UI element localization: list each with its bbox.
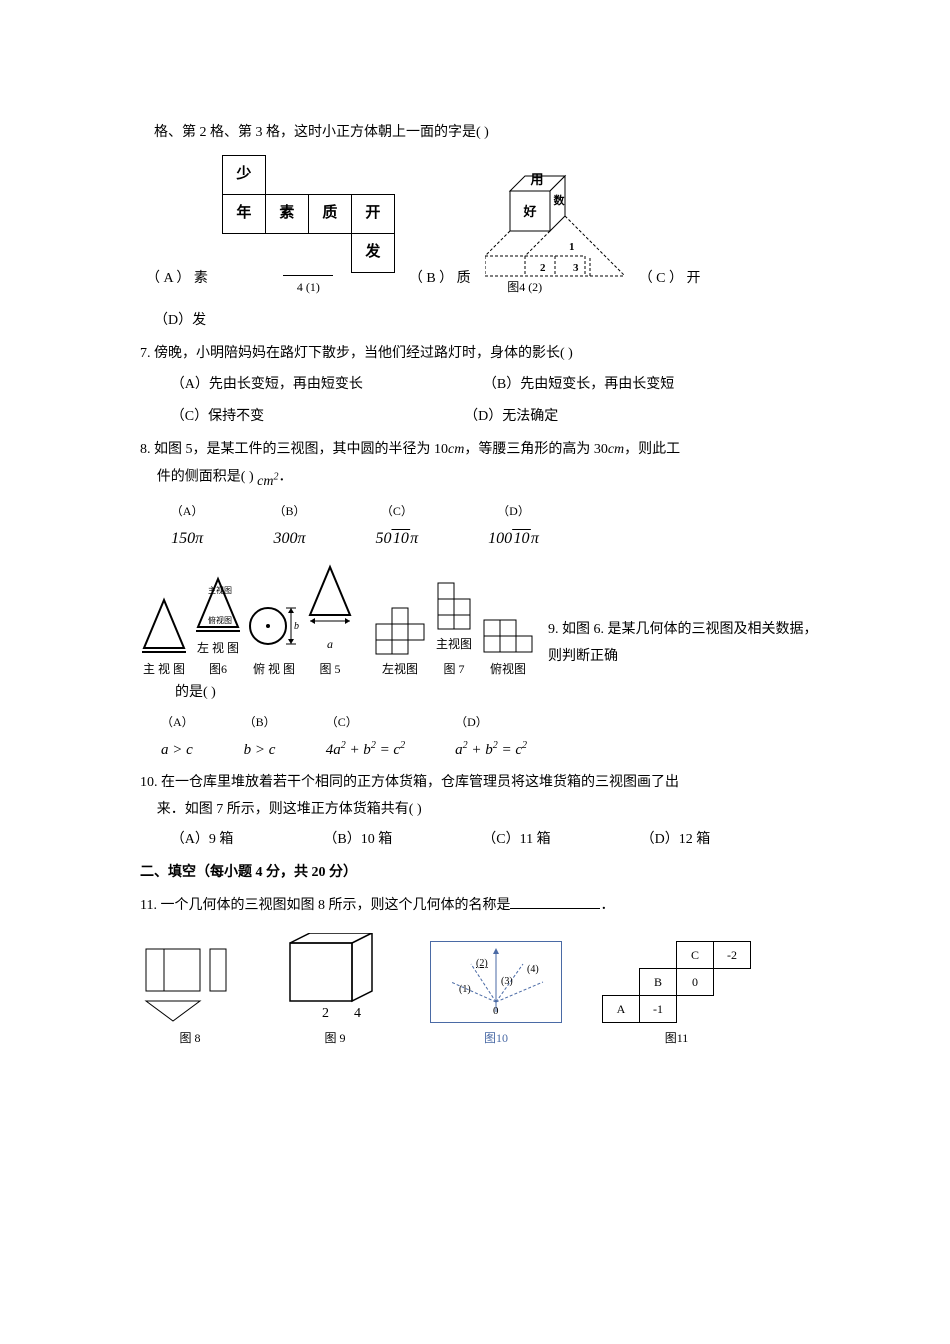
q8-opt-a: （A） 150π <box>171 500 204 555</box>
svg-text:4: 4 <box>354 1006 361 1021</box>
svg-text:用: 用 <box>529 172 543 187</box>
svg-text:2: 2 <box>540 262 546 274</box>
q6-opt-c: （ C ） 开 <box>633 266 707 299</box>
svg-text:3: 3 <box>573 262 579 274</box>
q6-opt-d: （D）发 <box>154 308 830 335</box>
q10-stem-2: 来．如图 7 所示，则这堆正方体货箱共有( ) <box>157 797 830 824</box>
q11-stem: 11. 一个几何体的三视图如图 8 所示，则这个几何体的名称是． <box>140 893 830 920</box>
svg-text:主视图: 主视图 <box>208 585 232 595</box>
q7-stem: 7. 傍晚，小明陪妈妈在路灯下散步，当他们经过路灯时，身体的影长( ) <box>140 341 830 368</box>
net-cell: 开 <box>351 194 394 233</box>
q9-opt-b: （B） b > c <box>244 711 276 764</box>
q10-stem-1: 10. 在一仓库里堆放着若干个相同的正方体货箱，仓库管理员将这堆货箱的三视图画了… <box>140 770 830 797</box>
q9-stem-2: 的是( ) <box>175 680 830 707</box>
q7-opt-b: （B）先由短变长，再由长变短 <box>483 372 674 399</box>
net-cell: 质 <box>308 194 351 233</box>
svg-text:b: b <box>294 621 299 632</box>
q10-opt-d: （D）12 箱 <box>641 827 711 854</box>
q9-opt-a: （A） a > c <box>161 711 194 764</box>
q7-opt-a: （A）先由长变短，再由短变长 <box>171 372 363 399</box>
q7-opt-d: （D）无法确定 <box>464 404 558 431</box>
q10-opt-a: （A）9 箱 <box>171 827 234 854</box>
cube-caption: 图4 (2) <box>507 276 542 299</box>
fig-11: C-2 B0 A-1 图11 <box>602 941 751 1050</box>
svg-text:(3): (3) <box>501 976 513 987</box>
svg-text:数: 数 <box>553 193 565 207</box>
q7-opt-c: （C）保持不变 <box>171 404 264 431</box>
q6-opt-b: （ B ） 质 <box>403 266 477 299</box>
fig-8: 图 8 <box>140 943 240 1050</box>
net-cell: 素 <box>265 194 308 233</box>
fig-10: (1) (2) (3) (4) 0 图10 <box>430 941 562 1050</box>
bottom-figures: 图 8 2 4 图 9 (1) (2) (3) <box>140 933 830 1050</box>
svg-text:(4): (4) <box>527 964 539 975</box>
net-cell: 年 <box>222 194 265 233</box>
svg-text:0: 0 <box>493 1005 499 1017</box>
net-cell: 发 <box>351 233 394 272</box>
svg-text:1: 1 <box>569 241 575 253</box>
q9-opt-c: （C） 4a2 + b2 = c2 <box>326 711 405 764</box>
net-caption: 4 (1) <box>283 275 333 299</box>
cube-grid-fig: 用 好 数 1 2 3 图4 (2) <box>485 164 625 299</box>
q8-stem-2: 件的侧面积是( ) cm2． <box>157 463 830 491</box>
q8-opt-d: （D） 100 10 π <box>488 500 539 555</box>
fig-5-6-7-row: 主 视 图 主视图 俯视图 左 视 图 图6 b 俯 视 <box>140 563 830 681</box>
svg-text:好: 好 <box>522 204 536 219</box>
svg-text:(2): (2) <box>476 958 488 969</box>
svg-text:2: 2 <box>322 1006 329 1021</box>
q6-lead: 格、第 2 格、第 3 格，这时小正方体朝上一面的字是( ) <box>154 120 830 147</box>
section-2-head: 二、填空（每小题 4 分，共 20 分） <box>140 860 830 887</box>
fig-9: 2 4 图 9 <box>280 933 390 1050</box>
q8-stem: 8. 如图 5，是某工件的三视图，其中圆的半径为 10cm，等腰三角形的高为 3… <box>140 437 830 464</box>
svg-text:俯视图: 俯视图 <box>208 615 232 625</box>
q10-opt-c: （C）11 箱 <box>482 827 550 854</box>
net-cell: 少 <box>222 155 265 194</box>
q10-opt-b: （B）10 箱 <box>323 827 392 854</box>
q9-stem: 9. 如图 6. 是某几何体的三视图及相关数据，则判断正确 <box>548 617 830 680</box>
q9-opt-d: （D） a2 + b2 = c2 <box>455 711 527 764</box>
svg-text:(1): (1) <box>459 984 471 995</box>
q6-opt-a: （ A ） 素 <box>140 266 214 299</box>
cube-net: 少 年 素 质 开 发 4 (1) <box>222 155 395 299</box>
q8-opt-b: （B） 300π <box>273 500 305 555</box>
q8-opt-c: （C） 50 10 π <box>375 500 418 555</box>
